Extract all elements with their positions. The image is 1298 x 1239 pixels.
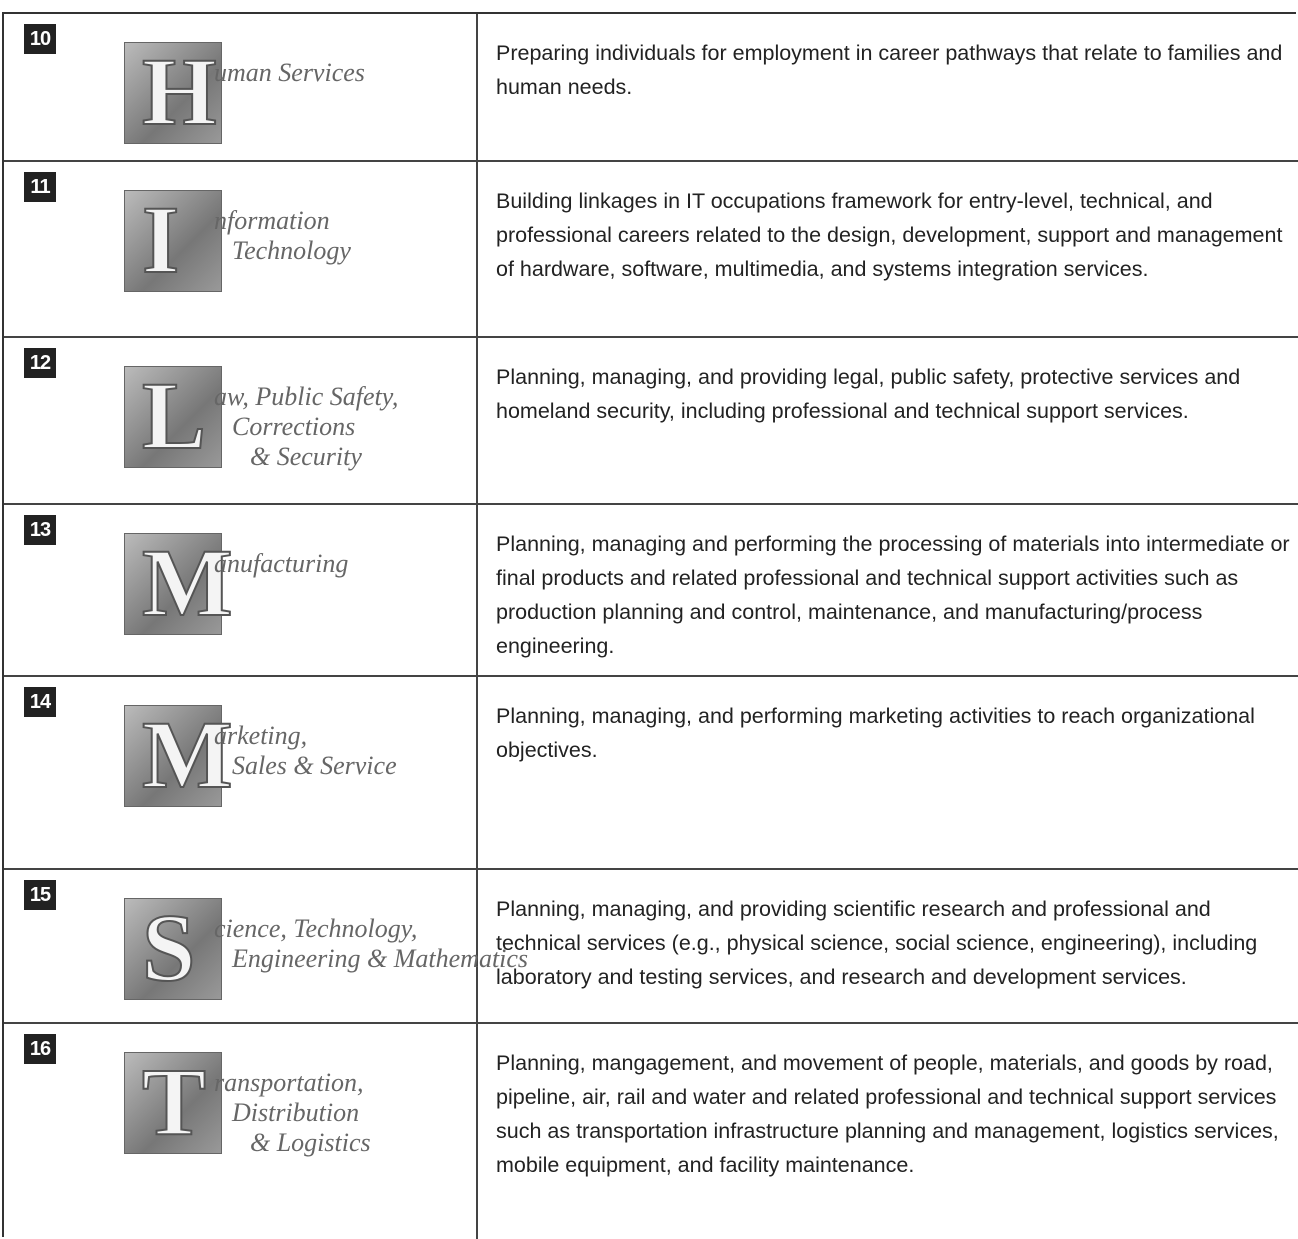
cluster-description: Planning, managing, and providing scient… [496,897,1258,989]
logo-text: aw, Public Safety, Corrections & Security [214,382,398,472]
cluster-number: 16 [24,1034,56,1064]
logo-graphic [124,366,222,468]
column-divider [476,338,478,503]
cluster-number: 11 [24,172,56,202]
column-divider [476,162,478,336]
cluster-number: 14 [24,687,56,717]
logo-graphic [124,705,222,807]
logo-text-line: cience, Technology, [214,914,418,943]
logo-text-line: uman Services [214,58,365,87]
logo-initial: S [141,893,196,1002]
logo-graphic [124,42,222,144]
logo-text-line: & Logistics [250,1128,371,1157]
column-divider [476,505,478,675]
column-divider [476,870,478,1022]
logo-text: ransportation, Distribution & Logistics [214,1068,371,1158]
cluster-description: Preparing individuals for employment in … [496,41,1283,99]
cluster-description: Planning, managing, and providing legal,… [496,365,1241,423]
cluster-number: 15 [24,880,56,910]
cluster-number: 13 [24,515,56,545]
logo-initial: M [141,700,234,809]
cluster-description: Planning, managing, and performing marke… [496,704,1255,762]
cluster-number: 12 [24,348,56,378]
logo-graphic [124,1052,222,1154]
logo-initial: L [141,361,207,470]
cluster-description: Building linkages in IT occupations fram… [496,189,1283,281]
logo-initial: H [141,37,218,146]
logo-initial: T [141,1047,207,1156]
logo-text-line: nformation [214,206,330,235]
logo-text: uman Services [214,58,365,88]
logo-text-line: Corrections [232,412,356,441]
logo-initial: M [141,528,234,637]
logo-text-line: Sales & Service [232,751,397,780]
logo-graphic [124,898,222,1000]
logo-text-line: & Security [250,442,362,471]
cluster-description: Planning, managing and performing the pr… [496,532,1290,658]
logo-text-line: ransportation, [214,1068,364,1097]
logo-text: anufacturing [214,549,348,579]
logo-text-line: anufacturing [214,549,349,578]
logo-text: cience, Technology, Engineering & Mathema… [214,914,528,974]
logo-graphic [124,533,222,635]
cluster-number: 10 [24,24,56,54]
column-divider [476,14,478,160]
logo-text-line: Distribution [232,1098,360,1127]
logo-text-line: Technology [232,236,351,265]
logo-initial: I [141,185,180,294]
logo-graphic [124,190,222,292]
column-divider [476,677,478,868]
logo-text-line: arketing, [214,721,308,750]
logo-text-line: Engineering & Mathematics [232,944,529,973]
column-divider [476,1024,478,1239]
cluster-description: Planning, mangagement, and movement of p… [496,1051,1279,1177]
logo-text: nformation Technology [214,206,351,266]
logo-text: arketing, Sales & Service [214,721,397,781]
logo-text-line: aw, Public Safety, [214,382,399,411]
